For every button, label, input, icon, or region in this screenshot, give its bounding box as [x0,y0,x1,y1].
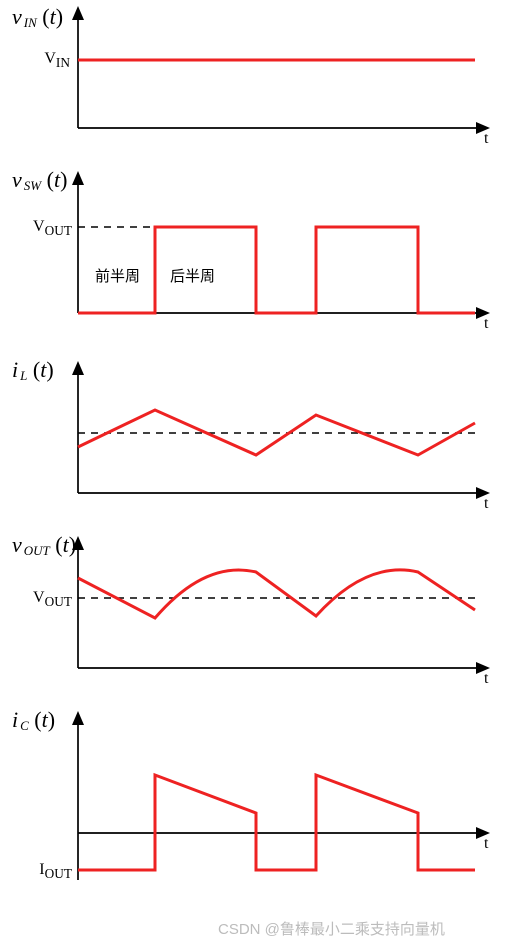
panel-vin: vIN (t) VIN t [0,0,532,150]
svg-vin [0,0,532,150]
xlabel-vin: t [484,130,488,148]
waveform-ic [78,775,475,870]
svg-vout [0,530,532,690]
waveform-vout [78,570,475,618]
xlabel-ic: t [484,835,488,853]
watermark: CSDN @鲁棒最小二乘支持向量机 [218,918,445,939]
y-arrowhead [72,6,84,20]
y-arrowhead [72,711,84,725]
y-arrowhead [72,361,84,375]
svg-ic [0,705,532,905]
svg-vsw [0,165,532,340]
waveform-vsw [78,227,475,313]
panel-il: iL (t) t [0,355,532,515]
y-arrowhead [72,171,84,185]
panel-vout: vOUT (t) VOUT t [0,530,532,690]
xlabel-vout: t [484,670,488,688]
xlabel-il: t [484,495,488,513]
y-arrowhead [72,536,84,550]
xlabel-vsw: t [484,315,488,333]
svg-il [0,355,532,515]
panel-ic: iC (t) IOUT t [0,705,532,905]
panel-vsw: vSW (t) VOUT 前半周 后半周 t [0,165,532,340]
